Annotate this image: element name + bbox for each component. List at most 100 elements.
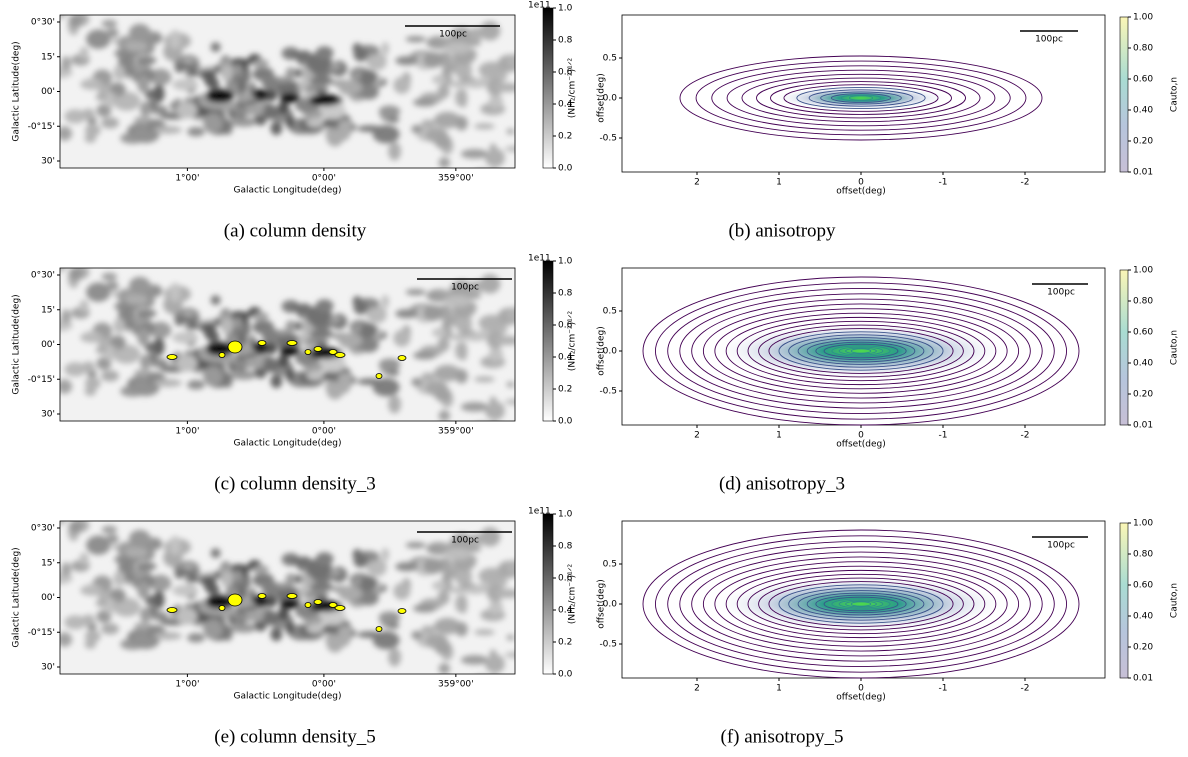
cloud [462,333,488,342]
contour [679,293,1043,409]
cloud [367,54,387,71]
colorbar-tick-label: 0.20 [1133,137,1153,147]
cloud [60,126,73,141]
contour [736,316,986,386]
cloud [285,114,295,129]
y-tick-label: 30' [41,157,55,167]
cloud [261,73,278,91]
cloud [68,15,83,28]
colorbar-tick-label: 0.2 [558,385,572,395]
cloud [176,354,198,372]
cloud [433,364,462,382]
cloud [473,169,491,178]
cloud [437,337,450,352]
cloud [378,105,401,118]
cloud [422,558,443,574]
cloud [487,148,505,167]
contour [797,337,925,365]
cloud [128,23,151,42]
contours [642,276,1080,426]
cloud [455,116,468,131]
cloud [381,42,390,55]
cloud [220,65,234,81]
cloud [486,583,504,602]
cloud [395,56,419,66]
cloud [309,582,334,592]
cloud [359,69,378,86]
colorbar-tick-label: 0.0 [558,670,573,680]
colorbar-tick-label: 1.0 [558,257,573,267]
cloud [473,675,491,684]
cloud [489,169,498,181]
cloud [109,335,126,350]
y-axis-label: offset(deg) [597,579,607,628]
cloud [233,569,242,582]
clump [286,340,298,346]
x-tick-label: 2 [694,431,700,441]
colorbar-exponent: 1e11 [528,507,551,517]
contour [850,348,872,354]
cloud [486,330,504,349]
x-tick-label: 0 [858,684,864,694]
colorbar-tick-label: 1.00 [1133,13,1153,23]
y-tick-label: -0°15' [28,375,55,385]
cloud [84,639,97,649]
colorbar [1119,16,1129,173]
cloud [131,569,151,577]
contour [830,93,892,103]
contour [702,556,1020,652]
cloud [270,627,283,642]
cloud [455,313,472,334]
cloud [153,337,165,356]
contour [808,89,914,107]
cloud [460,655,489,665]
contour [768,581,954,627]
x-tick-label: 1 [776,178,782,188]
y-tick-label: 00' [41,340,55,350]
map-texture [60,15,515,181]
x-tick-label: 0 [858,431,864,441]
cloud [176,607,198,625]
contour [770,81,952,115]
cloud [285,320,297,333]
cloud [322,624,336,634]
colorbar [1119,269,1129,426]
cloud [262,358,280,373]
cloud [285,367,295,382]
contour [838,599,884,609]
cloud [60,632,73,647]
cloud [84,78,99,86]
cloud [140,354,152,370]
y-tick-label: 0.5 [603,307,617,317]
cloud [506,128,515,135]
cloud [320,355,346,373]
cloud [405,542,426,549]
y-tick-label: 30' [41,663,55,673]
cloud [315,299,334,313]
cloud [79,46,89,60]
cloud [306,117,324,128]
contour [691,551,1031,657]
contour [695,60,1027,136]
dense-core [206,89,234,103]
cloud [393,76,411,94]
contour [725,565,997,643]
colorbar [542,7,554,169]
cloud [290,557,311,566]
cloud [230,623,257,633]
map-image [60,268,515,421]
cloud [79,299,89,313]
y-tick-label: 0°30' [31,271,55,281]
cloud [353,300,368,315]
cloud [61,562,72,577]
cloud [285,573,297,586]
clump [313,346,323,352]
scale-bar-label: 100pc [1047,288,1075,298]
colorbar-tick-label: 0.4 [558,353,573,363]
cloud [504,398,515,406]
cloud [411,124,423,134]
cloud [149,321,172,339]
cloud [338,332,363,349]
x-tick-label: 0°00' [312,680,336,690]
cloud [153,84,165,103]
